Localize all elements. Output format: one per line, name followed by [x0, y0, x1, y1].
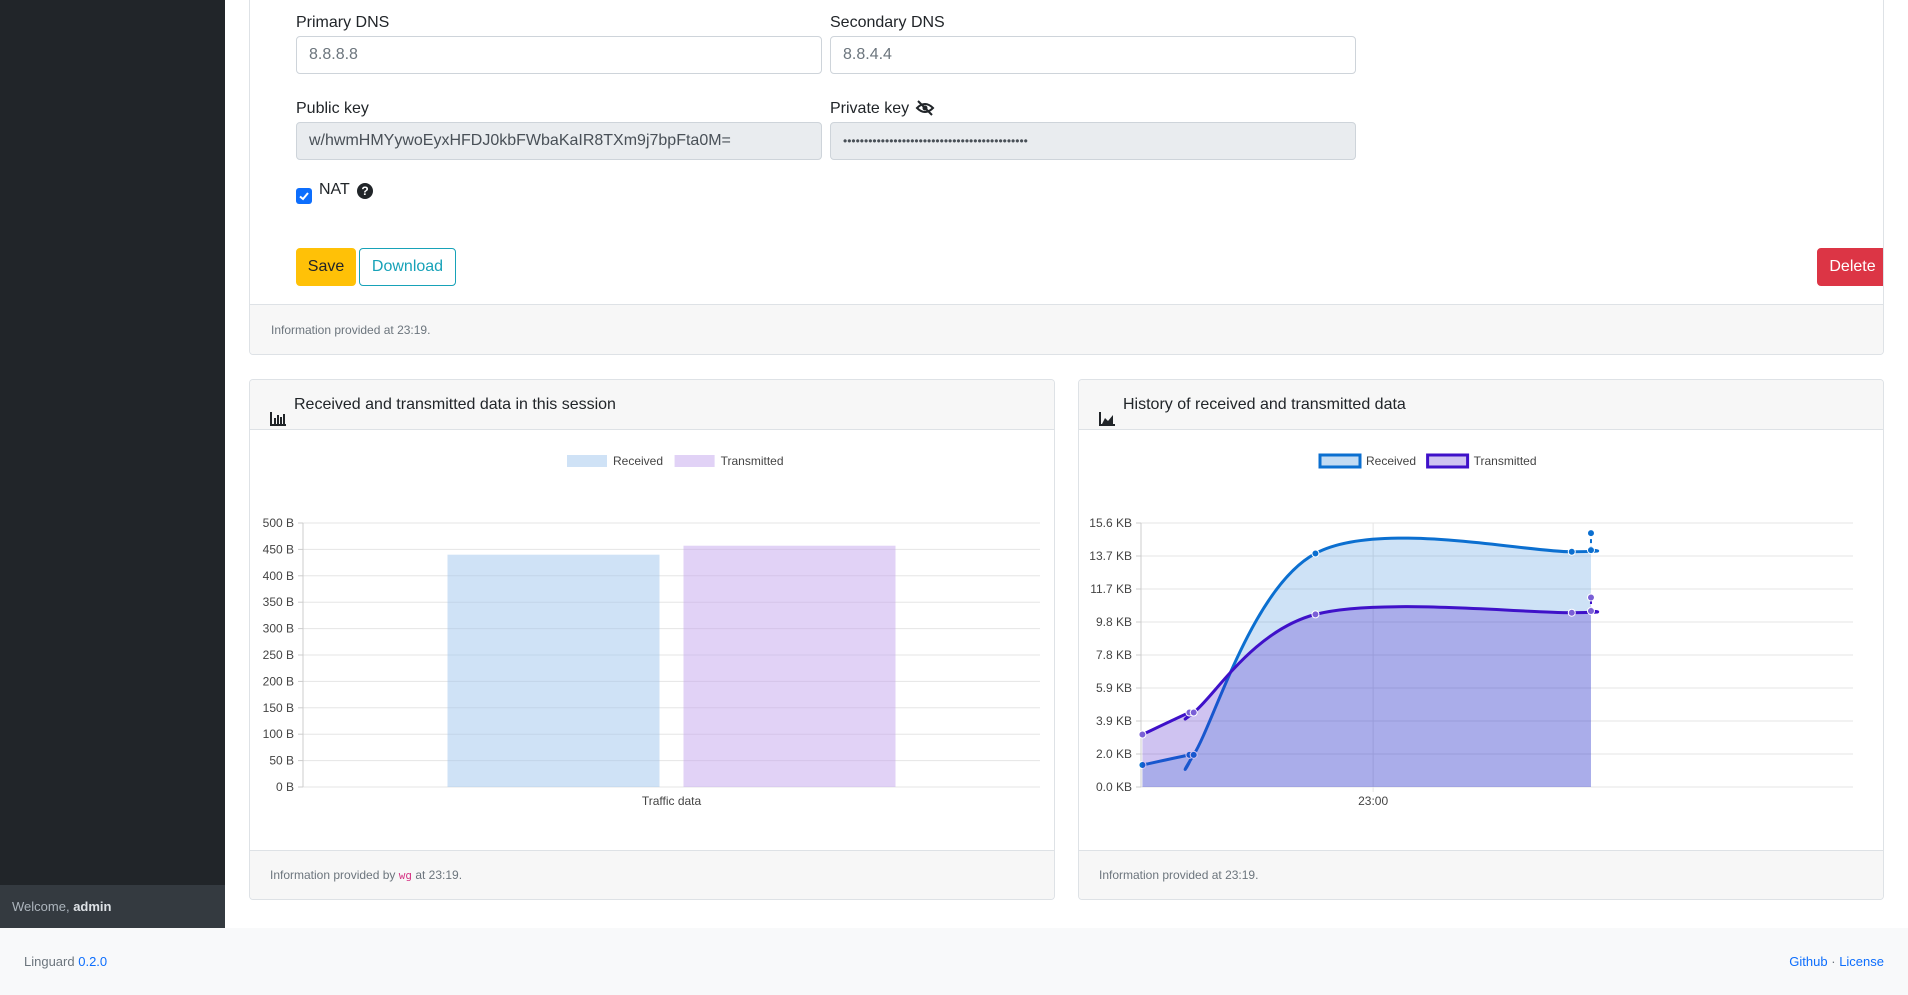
- delete-button[interactable]: Delete: [1817, 248, 1883, 286]
- y-tick-label: 50 B: [269, 754, 294, 768]
- session-chart-header: Received and transmitted data in this se…: [250, 380, 1054, 430]
- sidebar: Welcome, admin: [0, 0, 225, 928]
- session-bar-chart: 0 B 50 B 100 B 150 B 200 B 250 B 300 B 350 B 400…: [263, 454, 1040, 808]
- legend-swatch: [1318, 453, 1362, 469]
- primary-dns-label: Primary DNS: [296, 14, 390, 31]
- secondary-dns-input[interactable]: 8.8.4.4: [830, 36, 1356, 74]
- y-tick-label: 5.9 KB: [1096, 681, 1132, 695]
- public-key-label: Public key: [296, 100, 369, 117]
- point-received: [1586, 546, 1595, 555]
- point-transmitted: [1138, 730, 1147, 739]
- point-received: [1189, 750, 1198, 759]
- save-button[interactable]: Save: [296, 248, 356, 286]
- page-footer: Linguard 0.2.0 Github · License: [0, 928, 1908, 995]
- x-tick-label: 23:00: [1358, 794, 1388, 808]
- legend-label: Transmitted: [1474, 454, 1537, 468]
- nat-checkbox[interactable]: [296, 188, 312, 204]
- point-received: [1311, 549, 1320, 558]
- bar-chart-icon: [270, 397, 286, 447]
- y-tick-label: 9.8 KB: [1096, 615, 1132, 629]
- history-chart-card: History of received and transmitted data…: [1078, 379, 1884, 900]
- private-key-input[interactable]: ••••••••••••••••••••••••••••••••••••••••…: [830, 122, 1356, 160]
- legend-swatch: [1426, 453, 1470, 469]
- y-tick-label: 150 B: [263, 701, 294, 715]
- welcome-user: admin: [73, 899, 112, 914]
- y-tick-label: 7.8 KB: [1096, 648, 1132, 662]
- session-footer-prefix: Information provided by: [270, 868, 396, 882]
- eye-slash-icon[interactable]: [915, 100, 935, 121]
- history-chart-title: History of received and transmitted data: [1123, 396, 1406, 413]
- y-tick-label: 250 B: [263, 648, 294, 662]
- x-tick-label: Traffic data: [642, 794, 702, 808]
- legend-label: Transmitted: [721, 454, 784, 468]
- legend-label: Received: [1366, 454, 1416, 468]
- license-link[interactable]: License: [1839, 954, 1884, 969]
- y-tick-label: 100 B: [263, 727, 294, 741]
- y-tick-label: 13.7 KB: [1089, 549, 1132, 563]
- area-transmitted: [1142, 606, 1598, 787]
- main-content: Primary DNS 8.8.8.8 Secondary DNS 8.8.4.…: [225, 0, 1908, 928]
- y-tick-label: 500 B: [263, 516, 294, 530]
- legend-swatch: [567, 455, 607, 467]
- footer-separator: ·: [1831, 954, 1836, 969]
- y-tick-label: 400 B: [263, 569, 294, 583]
- public-key-input[interactable]: w/hwmHMYywoEyxHFDJ0kbFWbaKaIR8TXm9j7bpFt…: [296, 122, 822, 160]
- area-chart-icon: [1099, 397, 1115, 447]
- y-tick-label: 350 B: [263, 595, 294, 609]
- primary-dns-input[interactable]: 8.8.8.8: [296, 36, 822, 74]
- wg-code: wg: [398, 869, 412, 882]
- question-circle-icon[interactable]: ?: [357, 183, 373, 199]
- point-transmitted: [1189, 708, 1198, 717]
- y-tick-label: 2.0 KB: [1096, 747, 1132, 761]
- secondary-dns-label: Secondary DNS: [830, 14, 945, 31]
- y-tick-label: 15.6 KB: [1089, 516, 1132, 530]
- point-received: [1567, 547, 1576, 556]
- session-chart-card: Received and transmitted data in this se…: [249, 379, 1055, 900]
- sidebar-welcome: Welcome, admin: [0, 885, 225, 928]
- history-chart-footer: Information provided at 23:19.: [1079, 850, 1883, 899]
- legend-label: Received: [613, 454, 663, 468]
- y-tick-label: 300 B: [263, 622, 294, 636]
- y-tick-label: 450 B: [263, 542, 294, 556]
- history-chart-header: History of received and transmitted data: [1079, 380, 1883, 430]
- y-tick-label: 200 B: [263, 674, 294, 688]
- nat-label: NAT: [319, 181, 350, 198]
- y-tick-label: 3.9 KB: [1096, 714, 1132, 728]
- point-transmitted: [1586, 593, 1595, 602]
- footer-brand: Linguard 0.2.0: [24, 928, 107, 995]
- point-transmitted: [1567, 608, 1576, 617]
- brand-name: Linguard: [24, 954, 75, 969]
- settings-card: Primary DNS 8.8.8.8 Secondary DNS 8.8.4.…: [249, 0, 1884, 355]
- bar-transmitted: [683, 545, 896, 787]
- legend-swatch: [674, 455, 715, 467]
- point-transmitted: [1586, 607, 1595, 615]
- private-key-label: Private key: [830, 100, 910, 117]
- history-area-chart: 0.0 KB 2.0 KB 3.9 KB 5.9 KB 7.8 KB 9.8 KB 11.7…: [1089, 453, 1853, 808]
- point-received: [1138, 761, 1147, 769]
- session-footer-suffix: at 23:19.: [415, 868, 463, 882]
- download-button[interactable]: Download: [359, 248, 456, 286]
- point-transmitted: [1311, 610, 1320, 619]
- github-link[interactable]: Github: [1789, 954, 1828, 969]
- y-tick-label: 11.7 KB: [1090, 582, 1132, 596]
- welcome-text: Welcome,: [12, 899, 70, 914]
- bar-received: [447, 554, 660, 787]
- area-received: [1142, 538, 1598, 787]
- version-link[interactable]: 0.2.0: [78, 954, 108, 969]
- settings-card-footer: Information provided at 23:19.: [250, 304, 1883, 354]
- y-tick-label: 0 B: [276, 780, 294, 794]
- session-chart-footer: Information provided by wg at 23:19.: [250, 850, 1054, 899]
- footer-links: Github · License: [1789, 928, 1884, 995]
- session-chart-title: Received and transmitted data in this se…: [294, 396, 616, 413]
- point-received: [1586, 529, 1595, 538]
- y-tick-label: 0.0 KB: [1096, 780, 1132, 794]
